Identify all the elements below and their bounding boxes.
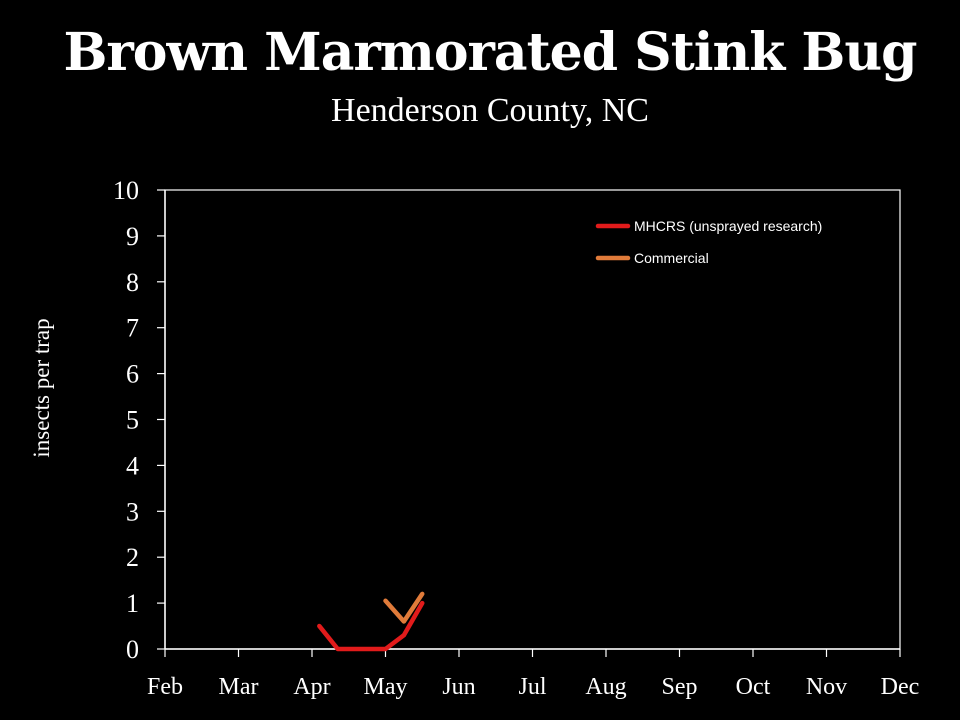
x-tick-label: Dec [881, 674, 920, 700]
series-layer [317, 591, 425, 652]
y-axis: 0 1 2 3 4 5 6 7 8 9 10 [113, 176, 166, 664]
y-tick-label: 1 [126, 589, 139, 618]
y-tick-label: 10 [113, 176, 139, 205]
y-tick-label: 0 [126, 635, 139, 664]
legend-label: MHCRS (unsprayed research) [634, 218, 822, 234]
x-tick-label: May [364, 674, 408, 700]
chart-title: Brown Marmorated Stink Bug [63, 22, 917, 83]
y-tick-label: 6 [126, 360, 139, 389]
y-tick-label: 8 [126, 268, 139, 297]
y-tick-label: 4 [126, 451, 139, 480]
y-axis-label: insects per trap [29, 318, 54, 457]
x-tick-label: Sep [662, 674, 698, 700]
x-tick-label: Jun [442, 674, 475, 700]
y-tick-label: 9 [126, 222, 139, 251]
x-tick-label: Mar [219, 674, 259, 700]
x-tick-label: Jul [518, 674, 546, 700]
chart-subtitle: Henderson County, NC [331, 92, 649, 129]
y-tick-label: 2 [126, 543, 139, 572]
x-axis: Feb Mar Apr May Jun Jul Aug Sep Oct Nov Dec [147, 648, 920, 700]
x-tick-label: Apr [293, 674, 330, 700]
y-tick-label: 7 [126, 314, 139, 343]
x-tick-label: Feb [147, 674, 183, 700]
x-tick-label: Oct [736, 674, 771, 700]
series-line-2 [383, 591, 425, 624]
x-tick-label: Nov [806, 674, 847, 700]
plot-area [164, 189, 901, 650]
y-tick-label: 3 [126, 497, 139, 526]
legend: MHCRS (unsprayed research) Commercial [595, 218, 822, 266]
x-tick-label: Aug [585, 674, 626, 700]
y-tick-label: 5 [126, 406, 139, 435]
plot-border [164, 189, 901, 650]
series-line-1 [317, 600, 425, 652]
legend-label: Commercial [634, 250, 709, 266]
